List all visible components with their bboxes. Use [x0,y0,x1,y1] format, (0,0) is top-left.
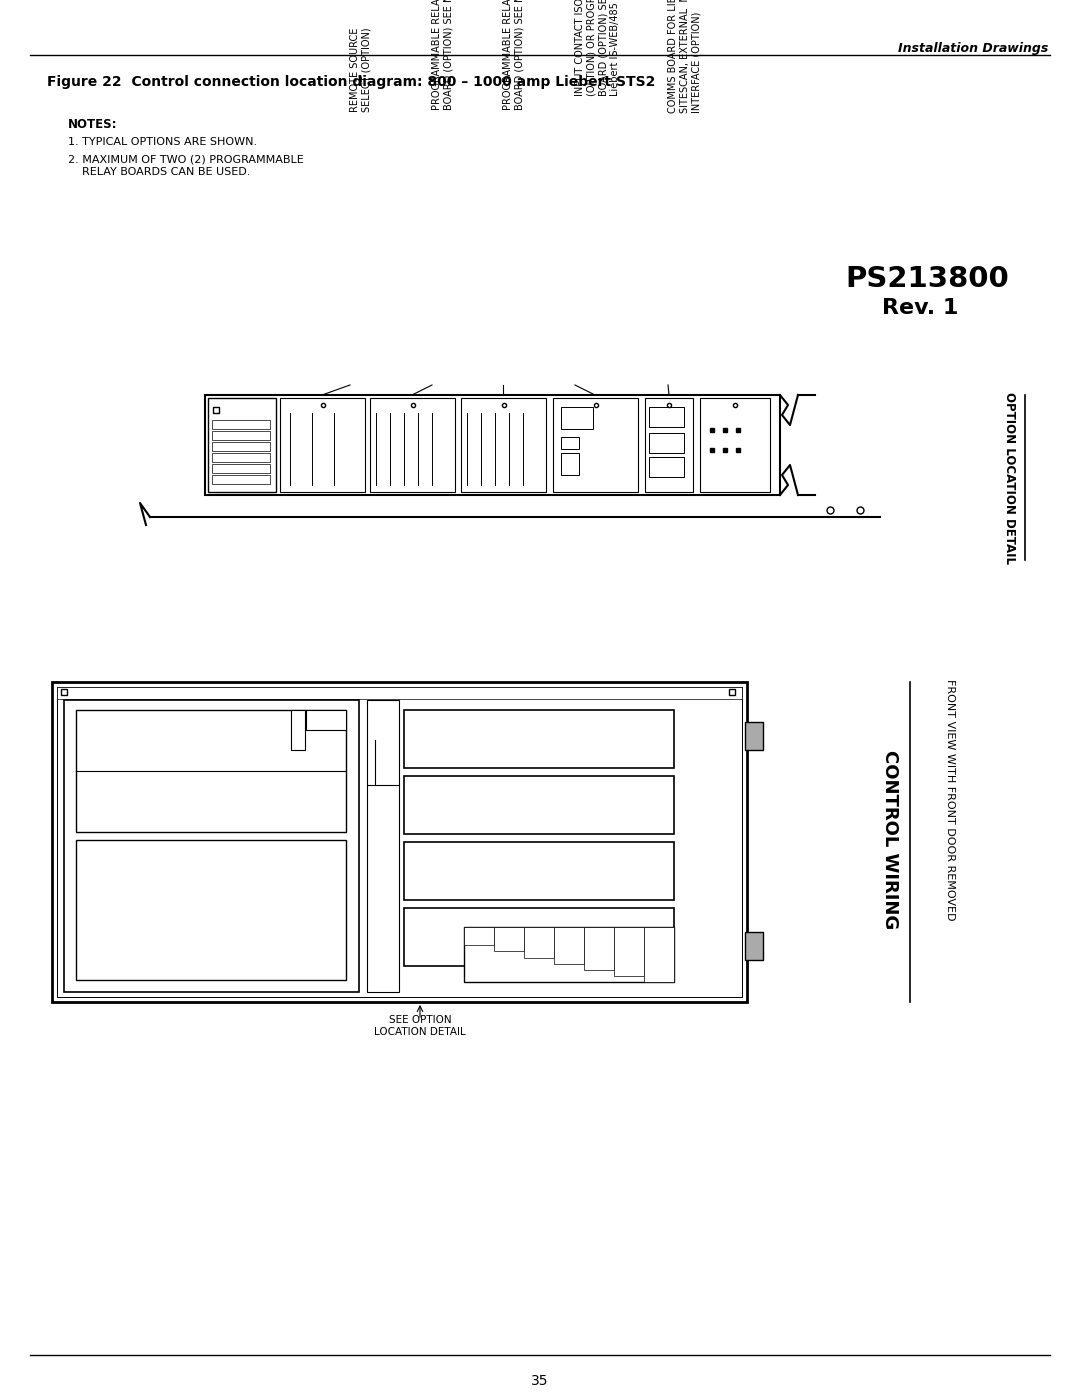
Text: Rev. 1: Rev. 1 [882,298,958,319]
Bar [561,453,579,475]
Bar [464,928,674,982]
Text: NOTES:: NOTES: [68,117,118,131]
Text: 2. MAXIMUM OF TWO (2) PROGRAMMABLE
    RELAY BOARDS CAN BE USED.: 2. MAXIMUM OF TWO (2) PROGRAMMABLE RELAY… [68,155,303,176]
Bar [212,432,270,440]
Text: 1. TYPICAL OPTIONS ARE SHOWN.: 1. TYPICAL OPTIONS ARE SHOWN. [68,137,257,147]
Text: Figure 22  Control connection location diagram: 800 – 1000 amp Liebert STS2: Figure 22 Control connection location di… [48,75,656,89]
Bar [367,700,399,992]
Bar [52,682,747,1002]
Bar [553,398,638,492]
Text: 35: 35 [531,1375,549,1389]
Bar [584,928,615,970]
Bar [291,710,305,750]
Text: INPUT CONTACT ISOLATOR BOARD
(OPTION) OR PROGRAMMABLE RELAY
BOARD (OPTION) SEE N: INPUT CONTACT ISOLATOR BOARD (OPTION) OR… [575,0,620,96]
Text: PS213800: PS213800 [845,265,1009,293]
Bar [57,687,742,698]
Bar [205,395,780,495]
Text: SEE OPTION
LOCATION DETAIL: SEE OPTION LOCATION DETAIL [374,1016,465,1037]
Bar [461,398,546,492]
Bar [649,407,684,427]
Bar [404,775,674,834]
Bar [212,453,270,462]
Text: COMMS BOARD FOR LIEBERT
SITESCAN, EXTERNAL  MODEM
INTERFACE (OPTION): COMMS BOARD FOR LIEBERT SITESCAN, EXTERN… [669,0,701,113]
Bar [561,437,579,448]
Bar [649,433,684,453]
Bar [212,441,270,451]
Text: REMOTE SOURCE
SELECT (OPTION): REMOTE SOURCE SELECT (OPTION) [350,28,372,112]
Text: CONTROL WIRING: CONTROL WIRING [881,750,899,929]
Bar [76,841,346,981]
Bar [306,710,346,731]
Bar [64,700,359,992]
Text: FRONT VIEW WITH FRONT DOOR REMOVED: FRONT VIEW WITH FRONT DOOR REMOVED [945,679,955,921]
Bar [745,932,762,960]
Bar [370,398,455,492]
Bar [524,928,554,957]
Text: Installation Drawings: Installation Drawings [897,42,1048,54]
Bar [615,928,644,977]
Bar [212,475,270,483]
Bar [554,928,584,964]
Bar [404,908,674,965]
Bar [208,398,276,492]
Bar [561,407,593,429]
Text: OPTION LOCATION DETAIL: OPTION LOCATION DETAIL [1003,393,1016,564]
Bar [745,722,762,750]
Bar [700,398,770,492]
Bar [212,420,270,429]
Bar [649,457,684,476]
Bar [404,710,674,768]
Bar [76,710,346,833]
Bar [645,398,693,492]
Bar [57,687,742,997]
Text: PROGRAMMABLE RELAY
BOARD (OPTION) SEE NOTE 2: PROGRAMMABLE RELAY BOARD (OPTION) SEE NO… [503,0,525,110]
Bar [494,928,524,951]
Bar [212,464,270,474]
Bar [280,398,365,492]
Bar [644,928,674,982]
Text: PROGRAMMABLE RELAY
BOARD (OPTION) SEE NOTE 2: PROGRAMMABLE RELAY BOARD (OPTION) SEE NO… [432,0,454,110]
Bar [464,928,494,946]
Bar [404,842,674,900]
